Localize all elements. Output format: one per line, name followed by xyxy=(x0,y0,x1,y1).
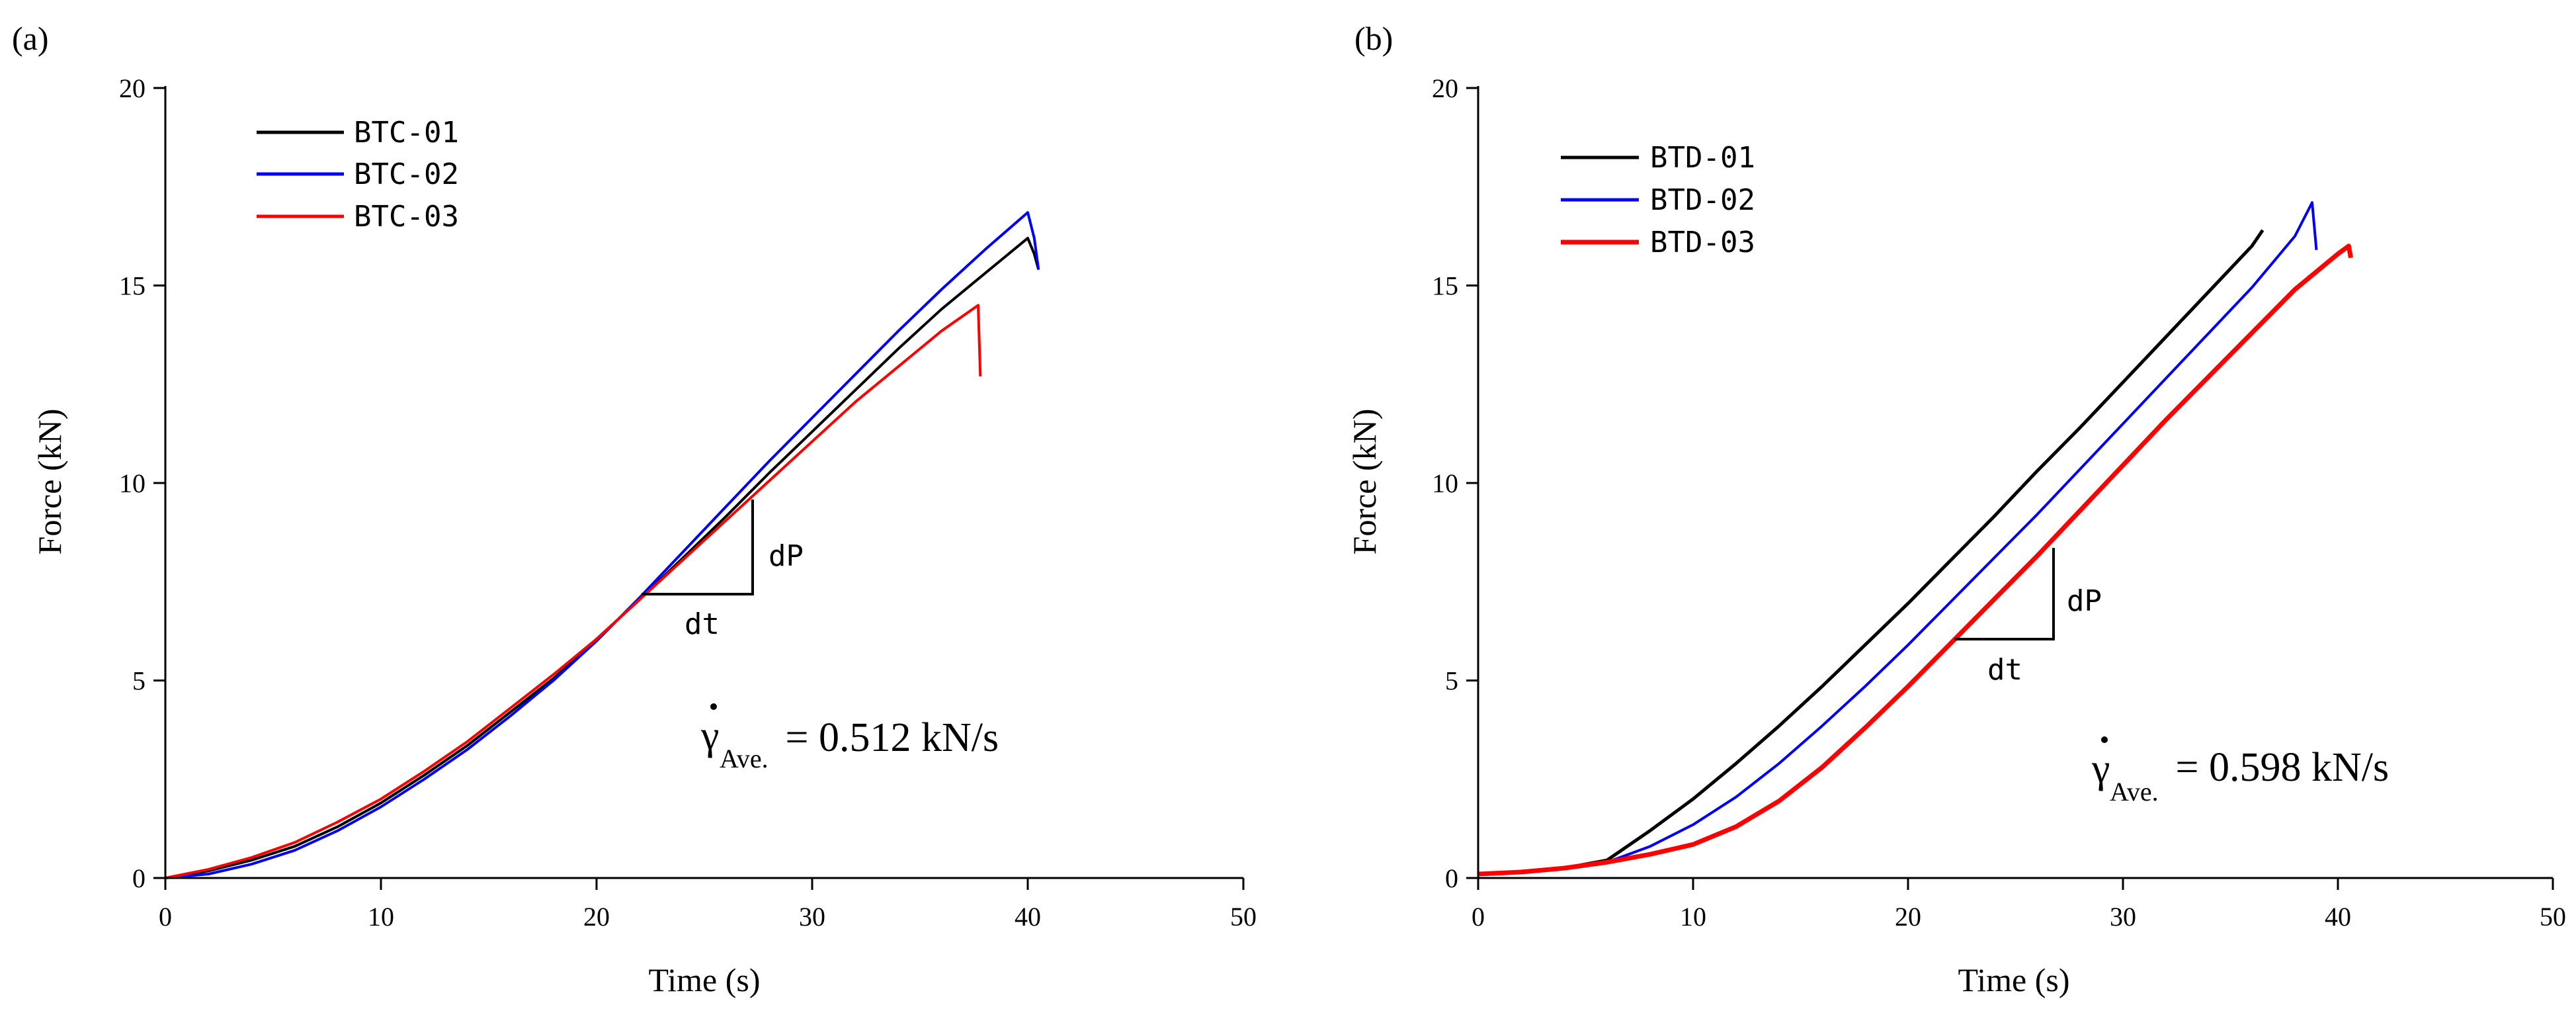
y-tick-label: 20 xyxy=(1432,73,1458,103)
x-tick-label: 40 xyxy=(2325,902,2351,932)
x-tick-label: 30 xyxy=(799,902,825,932)
panel-label-b: (b) xyxy=(1354,20,1393,57)
rate-subscript: Ave. xyxy=(2110,777,2159,807)
series-line-btc-02 xyxy=(165,211,1040,879)
x-tick-label: 40 xyxy=(1015,902,1041,932)
x-tick-label: 0 xyxy=(159,902,172,932)
panel-b-ticks: 0 10 20 30 40 50 0 5 10 15 20 xyxy=(1432,73,2566,932)
legend-label-btd-02: BTD-02 xyxy=(1650,183,1755,217)
dp-label: dP xyxy=(769,539,804,573)
legend-label-btc-01: BTC-01 xyxy=(354,116,459,150)
legend-label-btc-03: BTC-03 xyxy=(354,200,459,234)
panel-label-a: (a) xyxy=(12,20,49,57)
y-tick-label: 0 xyxy=(132,863,145,893)
y-tick-label: 15 xyxy=(119,271,145,301)
legend-label-btc-02: BTC-02 xyxy=(354,157,459,191)
panel-a-rate-annotation: γ Ave. = 0.512 kN/s xyxy=(700,703,999,773)
panel-a: (a) 0 10 20 30 40 50 0 5 10 15 20 Time (s) Force (… xyxy=(12,20,1257,998)
y-tick-label: 15 xyxy=(1432,271,1458,301)
panel-b: (b) 0 10 20 30 40 50 0 5 10 15 20 Time (s) Force (… xyxy=(1346,20,2566,998)
series-line-btc-03 xyxy=(165,304,982,879)
rate-subscript: Ave. xyxy=(720,744,769,773)
panel-a-axes xyxy=(164,86,1243,879)
y-tick-label: 5 xyxy=(132,666,145,696)
panel-b-x-label: Time (s) xyxy=(1958,961,2069,998)
legend-label-btd-01: BTD-01 xyxy=(1650,141,1755,175)
y-tick-label: 20 xyxy=(119,73,145,103)
x-tick-label: 10 xyxy=(368,902,394,932)
panel-a-x-label: Time (s) xyxy=(648,961,760,998)
dp-label: dP xyxy=(2067,584,2102,618)
panel-a-y-label: Force (kN) xyxy=(31,409,68,555)
rate-value: = 0.598 kN/s xyxy=(2165,745,2389,790)
series-line-btd-02 xyxy=(1477,201,2318,875)
panel-a-series xyxy=(165,211,1040,879)
y-tick-label: 10 xyxy=(119,468,145,498)
panel-b-rate-annotation: γ Ave. = 0.598 kN/s xyxy=(2091,736,2389,807)
y-tick-label: 10 xyxy=(1432,468,1458,498)
panel-a-legend: BTC-01 BTC-02 BTC-03 xyxy=(257,116,459,234)
panel-a-ticks: 0 10 20 30 40 50 0 5 10 15 20 xyxy=(119,73,1257,932)
rate-symbol: γ xyxy=(2091,746,2110,791)
rate-symbol: γ xyxy=(700,713,719,758)
series-line-btd-01 xyxy=(1477,229,2264,876)
panel-b-slope-triangle: dP dt xyxy=(1954,548,2102,687)
x-tick-label: 20 xyxy=(1895,902,1921,932)
rate-value: = 0.512 kN/s xyxy=(775,715,999,760)
y-tick-label: 0 xyxy=(1445,863,1458,893)
series-line-btd-03 xyxy=(1477,243,2353,877)
panel-b-legend: BTD-01 BTD-02 BTD-03 xyxy=(1561,141,1755,259)
x-tick-label: 30 xyxy=(2110,902,2136,932)
x-tick-label: 50 xyxy=(2540,902,2566,932)
legend-label-btd-03: BTD-03 xyxy=(1650,226,1755,259)
y-tick-label: 5 xyxy=(1445,666,1458,696)
slope-triangle-lines xyxy=(642,500,754,595)
panel-b-y-label: Force (kN) xyxy=(1346,409,1383,555)
panel-b-series xyxy=(1477,201,2353,877)
panel-a-slope-triangle: dP dt xyxy=(642,500,804,641)
slope-triangle-lines xyxy=(1954,548,2055,640)
panel-b-axes xyxy=(1477,86,2553,879)
rate-dot xyxy=(2101,736,2108,743)
dt-label: dt xyxy=(685,607,720,641)
rate-dot xyxy=(710,703,717,710)
dt-label: dt xyxy=(1987,653,2022,687)
x-tick-label: 20 xyxy=(583,902,610,932)
x-tick-label: 50 xyxy=(1230,902,1257,932)
x-tick-label: 10 xyxy=(1680,902,1706,932)
x-tick-label: 0 xyxy=(1472,902,1485,932)
series-line-btc-01 xyxy=(165,236,1040,879)
